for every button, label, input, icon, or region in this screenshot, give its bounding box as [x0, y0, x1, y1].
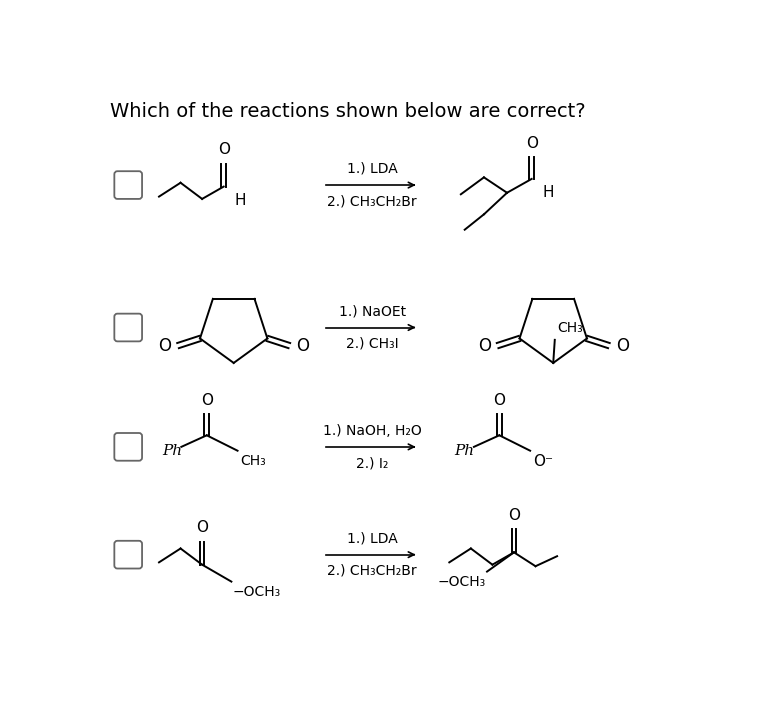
Text: CH₃: CH₃ — [557, 321, 583, 335]
Text: O: O — [508, 508, 520, 523]
FancyBboxPatch shape — [114, 433, 142, 461]
Text: H: H — [234, 193, 246, 207]
Text: 1.) LDA: 1.) LDA — [347, 162, 397, 176]
Text: O: O — [158, 336, 171, 355]
Text: Ph: Ph — [162, 444, 182, 457]
Text: 2.) CH₃I: 2.) CH₃I — [346, 337, 399, 350]
Text: 2.) CH₃CH₂Br: 2.) CH₃CH₂Br — [327, 194, 417, 208]
Text: Ph: Ph — [455, 444, 475, 457]
Text: O⁻: O⁻ — [533, 454, 553, 469]
Text: −OCH₃: −OCH₃ — [437, 576, 486, 590]
Text: O: O — [494, 393, 505, 408]
Text: O: O — [616, 336, 629, 355]
Text: O: O — [478, 336, 490, 355]
Text: Which of the reactions shown below are correct?: Which of the reactions shown below are c… — [109, 102, 585, 121]
FancyBboxPatch shape — [114, 314, 142, 341]
Text: 1.) NaOH, H₂O: 1.) NaOH, H₂O — [323, 423, 421, 438]
FancyBboxPatch shape — [114, 541, 142, 569]
Text: O: O — [201, 393, 213, 408]
Text: 1.) NaOEt: 1.) NaOEt — [339, 304, 406, 319]
Text: O: O — [218, 142, 230, 157]
Text: CH₃: CH₃ — [241, 454, 266, 468]
FancyBboxPatch shape — [114, 171, 142, 199]
Text: 2.) CH₃CH₂Br: 2.) CH₃CH₂Br — [327, 564, 417, 578]
Text: O: O — [525, 136, 538, 152]
Text: −OCH₃: −OCH₃ — [233, 586, 281, 600]
Text: 2.) I₂: 2.) I₂ — [356, 456, 389, 470]
Text: 1.) LDA: 1.) LDA — [347, 532, 397, 545]
Text: O: O — [196, 520, 208, 535]
Text: O: O — [296, 336, 310, 355]
Text: H: H — [542, 185, 554, 200]
